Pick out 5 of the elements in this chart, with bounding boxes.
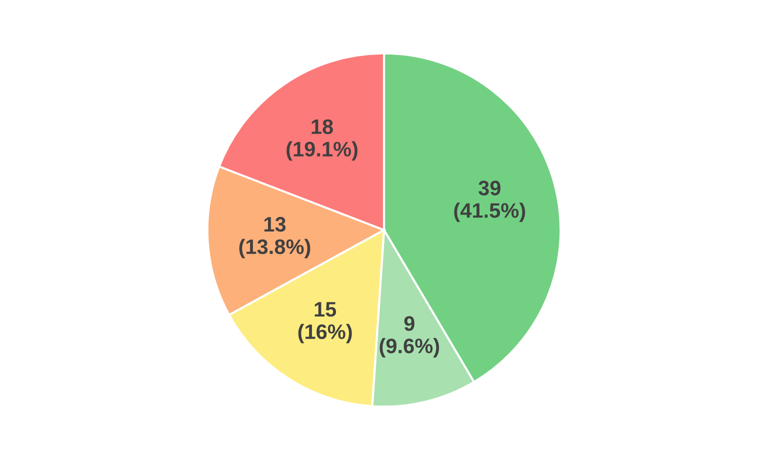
- data-label: 39 (41.5%): [454, 180, 526, 222]
- data-label: 18 (19.1%): [286, 119, 358, 161]
- data-label: 13 (13.8%): [239, 216, 310, 258]
- data-label: 9 (9.6%): [380, 316, 440, 358]
- data-label: 15 (16%): [298, 302, 352, 344]
